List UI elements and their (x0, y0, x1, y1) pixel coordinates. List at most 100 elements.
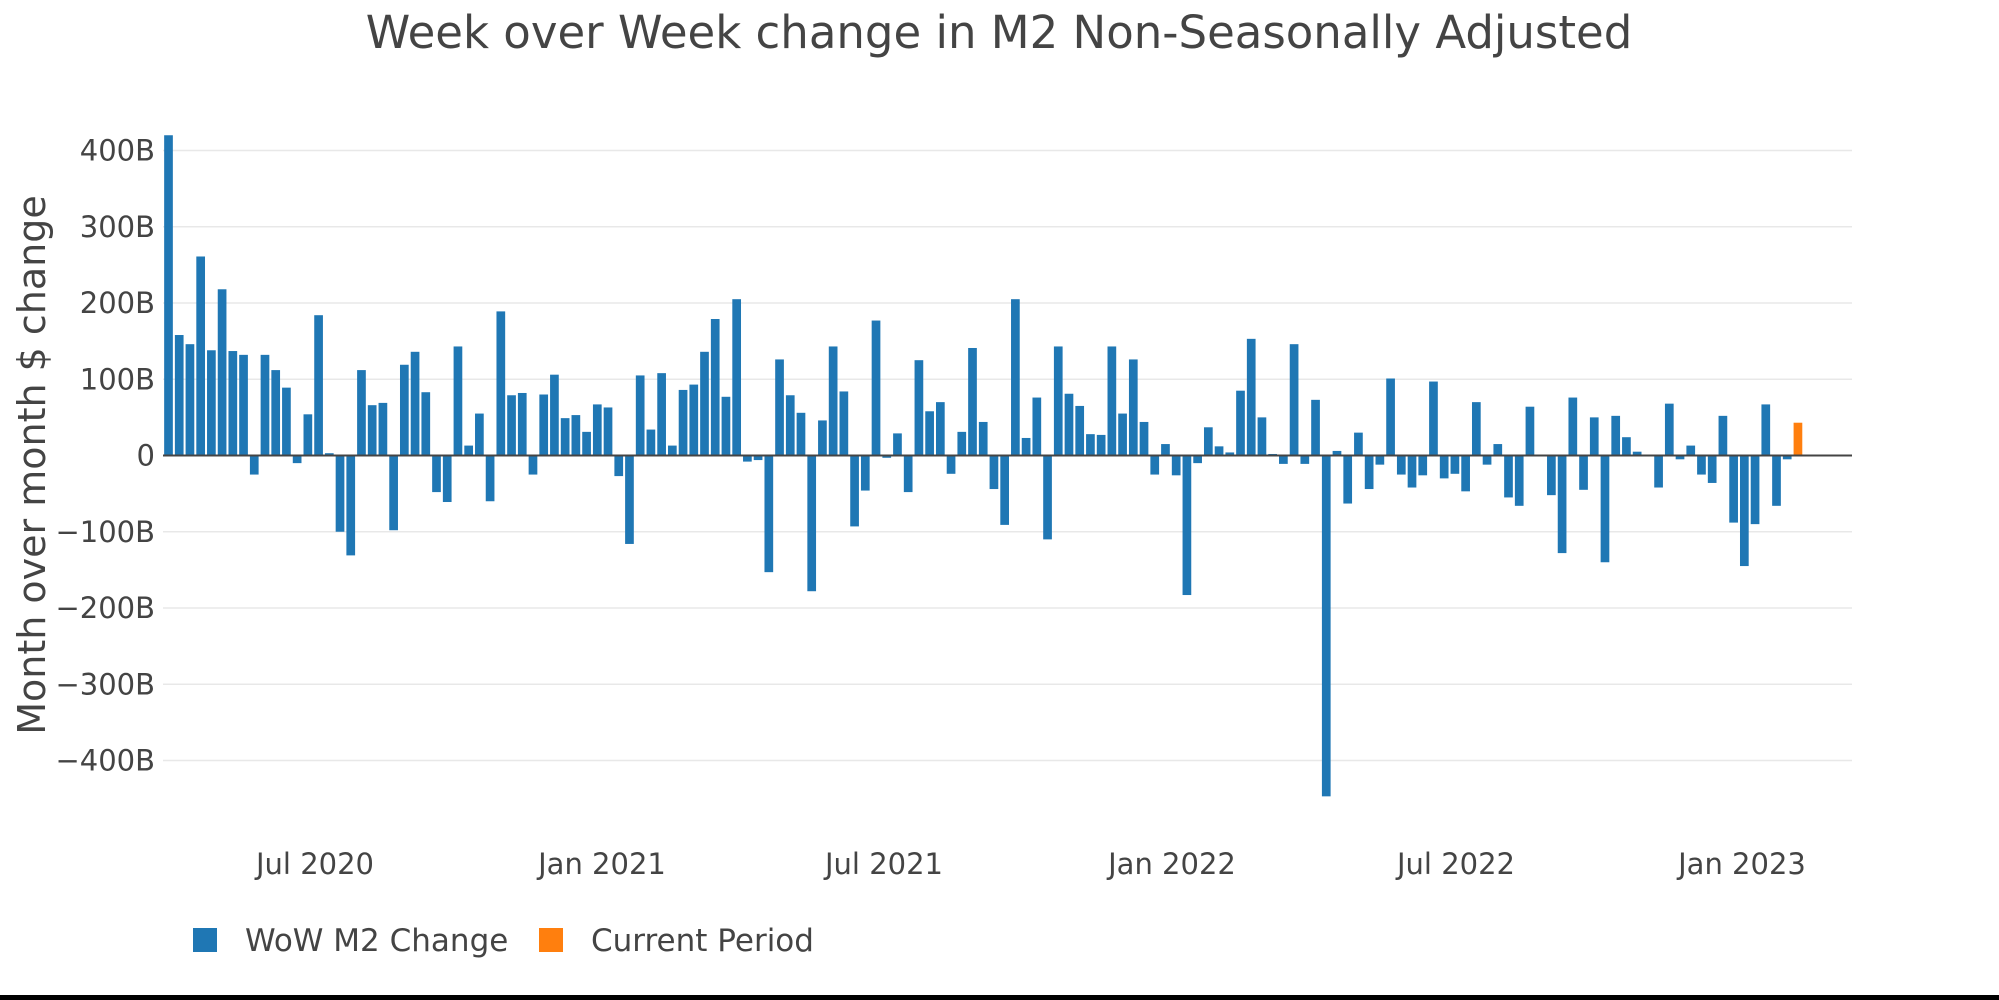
y-tick-label: 300B (80, 210, 155, 244)
bars (164, 135, 1803, 797)
bar-wow-m2-change (1128, 359, 1138, 456)
bar-wow-m2-change (1311, 399, 1320, 456)
legend-swatch-wow (193, 928, 217, 952)
bar-wow-m2-change (614, 455, 624, 477)
bar-wow-m2-change (1407, 455, 1417, 488)
bar-wow-m2-change (442, 455, 452, 503)
bar-wow-m2-change (324, 453, 334, 456)
bar-wow-m2-change (496, 311, 506, 456)
bar-wow-m2-change (1654, 455, 1663, 488)
y-axis-ticks: 400B 300B 200B 100B 0 −100B −200B −300B −400B (55, 134, 155, 778)
bar-wow-m2-change (1664, 403, 1674, 456)
bar-wow-m2-change (1471, 402, 1481, 456)
bar-wow-m2-change (946, 455, 956, 474)
bar-wow-m2-change (1686, 445, 1696, 456)
bar-wow-m2-change (1375, 455, 1385, 465)
bar-wow-m2-change (1675, 455, 1685, 460)
bar-wow-m2-change (1450, 455, 1460, 474)
bar-wow-m2-change (185, 344, 195, 456)
bar-wow-m2-change (1418, 455, 1428, 476)
bar-wow-m2-change (207, 350, 216, 456)
bar-wow-m2-change (678, 389, 688, 456)
bar-wow-m2-change (292, 455, 302, 464)
bar-wow-m2-change (625, 455, 634, 544)
legend: WoW M2 Change Current Period (193, 923, 814, 959)
bar-wow-m2-change (1332, 450, 1342, 456)
bar-wow-m2-change (1547, 455, 1556, 496)
bar-wow-m2-change (550, 374, 559, 456)
bar-wow-m2-change (1225, 452, 1235, 456)
bar-wow-m2-change (1589, 417, 1599, 456)
bar-wow-m2-change (1214, 446, 1224, 456)
bar-wow-m2-change (196, 256, 206, 456)
bar-wow-m2-change (335, 455, 345, 532)
bar-wow-m2-change (1193, 455, 1202, 464)
bar-wow-m2-change (1514, 455, 1524, 506)
y-tick-label: 200B (80, 286, 155, 320)
bar-wow-m2-change (1386, 378, 1395, 456)
bar-wow-m2-change (1139, 421, 1149, 456)
y-tick-label: 400B (80, 134, 155, 168)
bar-wow-m2-change (1064, 393, 1074, 456)
bar-wow-m2-change (528, 455, 538, 475)
bar-wow-m2-change (1396, 455, 1406, 475)
bar-wow-m2-change (850, 455, 859, 527)
bar-wow-m2-change (1053, 346, 1063, 456)
bar-wow-m2-change (903, 455, 913, 493)
bar-wow-m2-change (785, 395, 795, 456)
bar-wow-m2-change (925, 411, 934, 456)
bar-wow-m2-change (828, 346, 838, 456)
bar-wow-m2-change (796, 412, 806, 456)
bar-wow-m2-change (507, 395, 516, 456)
bar-wow-m2-change (978, 421, 988, 456)
y-tick-label: 100B (80, 362, 155, 396)
bar-wow-m2-change (1279, 455, 1288, 464)
bar-wow-m2-change (1075, 405, 1085, 456)
bar-wow-m2-change (1504, 455, 1513, 498)
y-tick-label: −400B (55, 744, 155, 778)
bar-wow-m2-change (700, 351, 709, 456)
bar-wow-m2-change (1289, 344, 1299, 456)
bar-wow-m2-change (732, 299, 742, 456)
bar-wow-m2-change (818, 420, 827, 456)
bar-wow-m2-change (1750, 455, 1760, 525)
bar-wow-m2-change (957, 431, 967, 456)
bar-wow-m2-change (560, 418, 570, 456)
bar-wow-m2-change (399, 364, 409, 456)
bar-wow-m2-change (1300, 455, 1310, 464)
bar-wow-m2-change (357, 370, 366, 456)
bar-wow-m2-change (1707, 455, 1717, 483)
bar-wow-m2-change (860, 455, 870, 491)
bar-wow-m2-change (1761, 404, 1771, 456)
bar-wow-m2-change (839, 391, 849, 456)
legend-swatch-current (539, 928, 563, 952)
bar-wow-m2-change (1354, 432, 1363, 456)
y-tick-label: −100B (55, 515, 155, 549)
bar-wow-m2-change (1096, 434, 1106, 456)
bar-wow-m2-change (1482, 455, 1492, 465)
bar-wow-m2-change (1568, 397, 1578, 456)
bar-wow-m2-change (1257, 417, 1267, 456)
bar-wow-m2-change (1579, 455, 1588, 490)
bar-wow-m2-change (635, 375, 645, 456)
bar-wow-m2-change (882, 455, 892, 458)
bar-wow-m2-change (1107, 346, 1117, 456)
bar-wow-m2-change (592, 404, 602, 456)
x-tick-label: Jan 2023 (1676, 847, 1806, 881)
bar-wow-m2-change (582, 431, 591, 456)
bar-current-period (1793, 422, 1803, 456)
bar-wow-m2-change (410, 351, 420, 456)
bar-wow-m2-change (367, 405, 377, 456)
bar-wow-m2-change (1086, 434, 1095, 456)
bar-wow-m2-change (1429, 381, 1438, 456)
bar-wow-m2-change (1718, 415, 1728, 456)
bar-wow-m2-change (721, 396, 731, 456)
bar-wow-m2-change (1525, 406, 1535, 456)
bar-wow-m2-change (464, 445, 474, 456)
bar-wow-m2-change (303, 414, 313, 456)
bar-wow-m2-change (1021, 437, 1031, 456)
bar-wow-m2-change (989, 455, 999, 490)
bar-wow-m2-change (485, 455, 495, 502)
